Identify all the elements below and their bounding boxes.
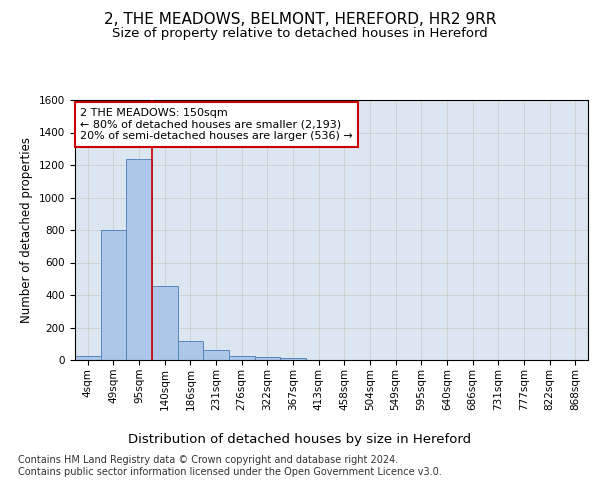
Bar <box>254 357 280 360</box>
Text: 2 THE MEADOWS: 150sqm
← 80% of detached houses are smaller (2,193)
20% of semi-d: 2 THE MEADOWS: 150sqm ← 80% of detached … <box>80 108 353 141</box>
Text: Distribution of detached houses by size in Hereford: Distribution of detached houses by size … <box>128 432 472 446</box>
Bar <box>152 286 178 360</box>
Bar <box>280 358 306 360</box>
Text: Contains HM Land Registry data © Crown copyright and database right 2024.
Contai: Contains HM Land Registry data © Crown c… <box>18 455 442 476</box>
Bar <box>203 350 229 360</box>
Bar <box>229 356 254 360</box>
Text: 2, THE MEADOWS, BELMONT, HEREFORD, HR2 9RR: 2, THE MEADOWS, BELMONT, HEREFORD, HR2 9… <box>104 12 496 28</box>
Bar <box>178 340 203 360</box>
Bar <box>101 230 127 360</box>
Bar <box>75 356 101 360</box>
Bar <box>127 158 152 360</box>
Y-axis label: Number of detached properties: Number of detached properties <box>20 137 34 323</box>
Text: Size of property relative to detached houses in Hereford: Size of property relative to detached ho… <box>112 28 488 40</box>
